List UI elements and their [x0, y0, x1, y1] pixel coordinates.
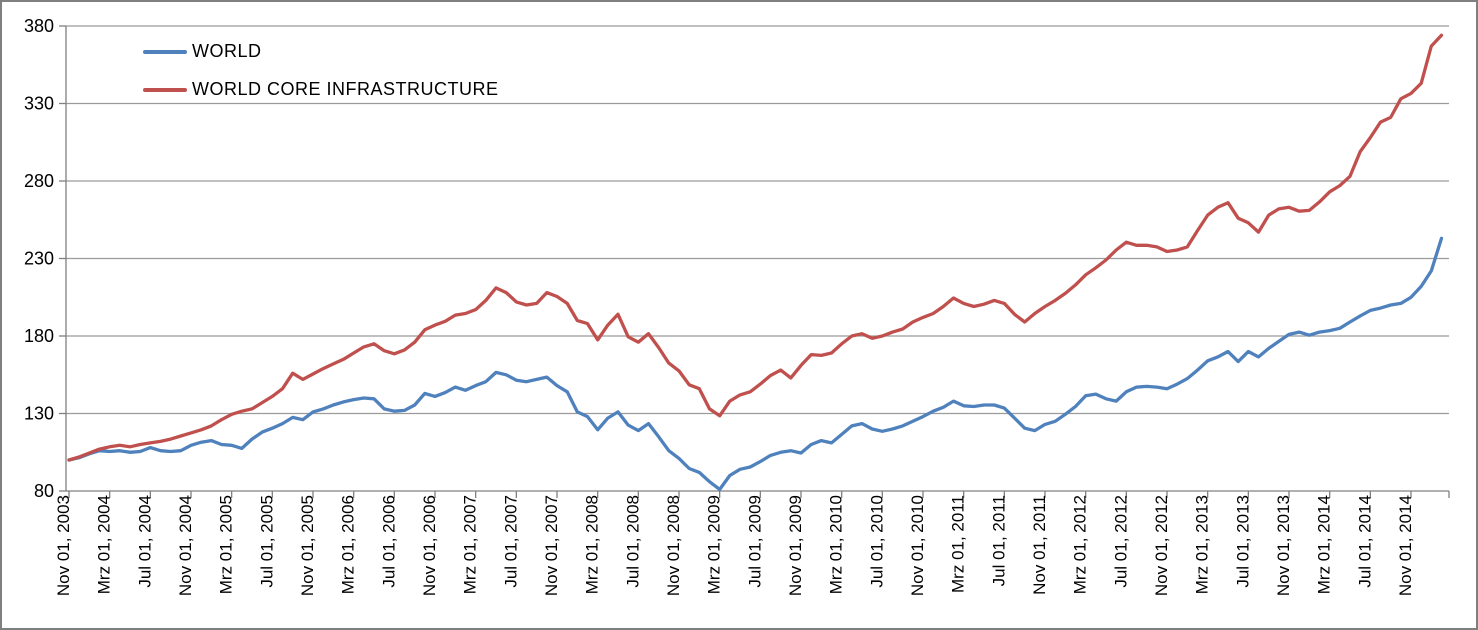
legend-label-world-core-infrastructure: WORLD CORE INFRASTRUCTURE — [192, 79, 499, 99]
x-axis-label: Nov 01, 2013 — [1274, 495, 1293, 596]
x-axis-label: Nov 01, 2004 — [176, 495, 195, 596]
y-axis-label: 130 — [24, 404, 54, 424]
x-axis-label: Jul 01, 2004 — [135, 495, 154, 588]
x-axis-label: Mrz 01, 2007 — [461, 495, 480, 594]
x-axis-label: Jul 01, 2012 — [1111, 495, 1130, 588]
legend-label-world: WORLD — [192, 41, 262, 61]
y-axis-label: 380 — [24, 16, 54, 36]
x-axis-label: Mrz 01, 2013 — [1193, 495, 1212, 594]
x-axis-label: Mrz 01, 2005 — [217, 495, 236, 594]
x-axis-label: Jul 01, 2010 — [867, 495, 886, 588]
x-axis-label: Nov 01, 2003 — [54, 495, 73, 596]
x-axis-label: Jul 01, 2011 — [989, 495, 1008, 586]
y-axis-label: 80 — [34, 481, 54, 501]
series-line-world-core-infrastructure — [67, 33, 1444, 462]
y-axis-label: 230 — [24, 249, 54, 269]
x-axis-label: Nov 01, 2005 — [298, 495, 317, 596]
x-axis-label: Mrz 01, 2011 — [949, 495, 968, 593]
x-axis-label: Jul 01, 2006 — [379, 495, 398, 588]
x-axis-label: Nov 01, 2009 — [786, 495, 805, 596]
x-axis-label: Mrz 01, 2006 — [339, 495, 358, 594]
x-axis-label: Nov 01, 2014 — [1396, 495, 1415, 596]
x-axis-label: Nov 01, 2010 — [908, 495, 927, 596]
x-axis-label: Mrz 01, 2009 — [705, 495, 724, 594]
x-axis-label: Nov 01, 2007 — [542, 495, 561, 596]
x-axis-label: Nov 01, 2008 — [664, 495, 683, 596]
x-axis-label: Mrz 01, 2014 — [1315, 495, 1334, 594]
x-axis-label: Jul 01, 2008 — [623, 495, 642, 588]
x-axis-label: Mrz 01, 2004 — [95, 495, 114, 594]
x-axis-label: Jul 01, 2009 — [745, 495, 764, 588]
legend: WORLD WORLD CORE INFRASTRUCTURE — [143, 38, 499, 103]
legend-item-world-core-infrastructure: WORLD CORE INFRASTRUCTURE — [143, 76, 499, 103]
x-axis-label: Jul 01, 2007 — [501, 495, 520, 588]
legend-item-world: WORLD — [143, 38, 499, 65]
x-axis-label: Jul 01, 2013 — [1233, 495, 1252, 588]
x-axis-label: Nov 01, 2012 — [1152, 495, 1171, 596]
x-axis-label: Mrz 01, 2008 — [583, 495, 602, 594]
x-axis-label: Nov 01, 2006 — [420, 495, 439, 596]
series-line-world — [67, 236, 1444, 492]
x-axis-label: Nov 01, 2011 — [1030, 495, 1049, 595]
x-axis-label: Mrz 01, 2012 — [1071, 495, 1090, 594]
y-axis-label: 280 — [24, 171, 54, 191]
x-axis-label: Mrz 01, 2010 — [827, 495, 846, 594]
y-axis-label: 330 — [24, 94, 54, 114]
world-line-swatch-icon — [143, 49, 187, 54]
x-axis-label: Jul 01, 2014 — [1355, 495, 1374, 588]
world-core-infrastructure-line-swatch-icon — [143, 87, 187, 92]
x-axis-label: Jul 01, 2005 — [257, 495, 276, 588]
y-axis-label: 180 — [24, 326, 54, 346]
